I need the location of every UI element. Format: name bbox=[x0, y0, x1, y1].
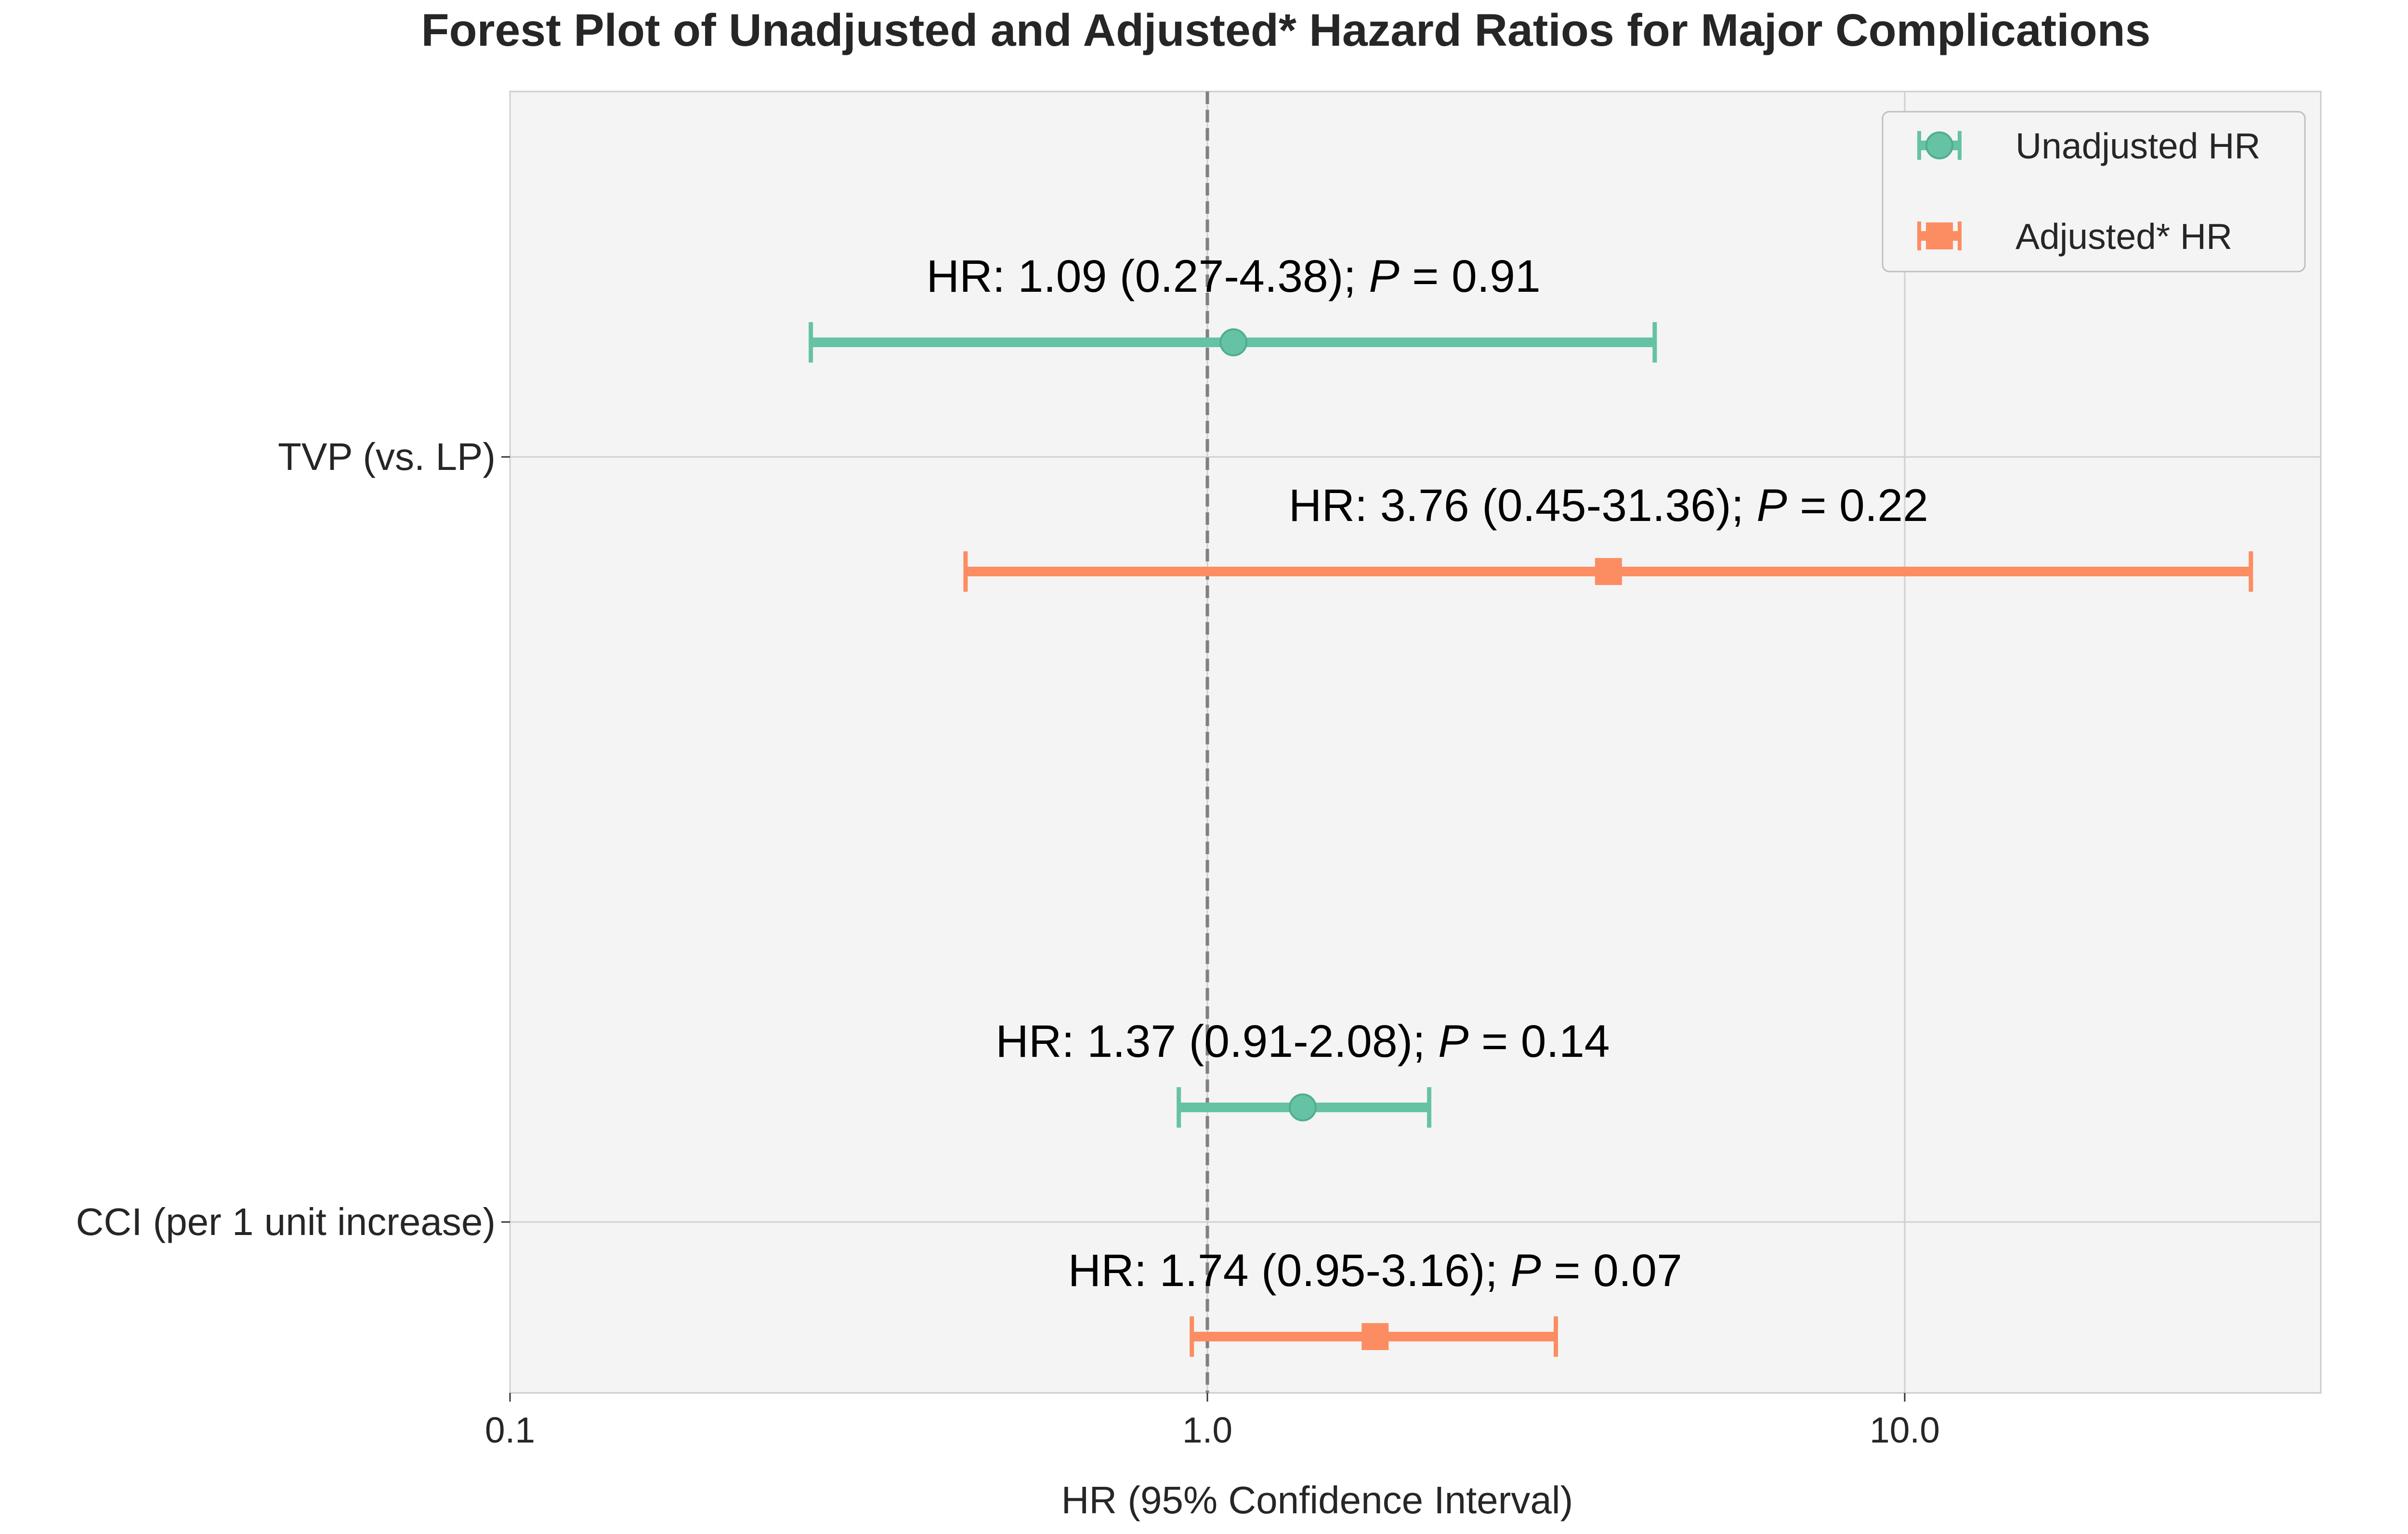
x-axis-label: HR (95% Confidence Interval) bbox=[1061, 1479, 1573, 1521]
hr-annotation-p: P bbox=[1369, 251, 1399, 302]
legend: Unadjusted HR Adjusted* HR bbox=[1882, 111, 2306, 273]
x-tick-label: 10.0 bbox=[1870, 1410, 1940, 1450]
hr-annotation: HR: 1.37 (0.91-2.08); P = 0.14 bbox=[995, 1016, 1610, 1067]
legend-marker bbox=[1926, 222, 1953, 249]
hr-annotation-p: P bbox=[1438, 1016, 1468, 1067]
hr-annotation-main: HR: 1.37 (0.91-2.08); bbox=[995, 1016, 1438, 1067]
plot-area bbox=[509, 91, 2322, 1394]
hr-annotation-value: = 0.07 bbox=[1541, 1245, 1682, 1296]
chart-title: Forest Plot of Unadjusted and Adjusted* … bbox=[421, 5, 2151, 56]
hr-annotation-p: P bbox=[1510, 1245, 1541, 1296]
hr-point bbox=[1595, 558, 1622, 585]
y-tick-label: CCI (per 1 unit increase) bbox=[76, 1200, 496, 1243]
hr-annotation: HR: 1.09 (0.27-4.38); P = 0.91 bbox=[927, 251, 1541, 302]
hr-annotation-main: HR: 1.74 (0.95-3.16); bbox=[1068, 1245, 1511, 1296]
hr-annotation: HR: 1.74 (0.95-3.16); P = 0.07 bbox=[1068, 1245, 1682, 1296]
hr-annotation-value: = 0.14 bbox=[1468, 1016, 1610, 1067]
legend-box bbox=[1882, 111, 2306, 273]
x-tick-label: 0.1 bbox=[485, 1410, 535, 1450]
hr-annotation-value: = 0.22 bbox=[1787, 480, 1928, 531]
hr-point bbox=[1361, 1323, 1389, 1350]
legend-label: Adjusted* HR bbox=[2015, 216, 2232, 257]
hr-annotation-main: HR: 3.76 (0.45-31.36); bbox=[1289, 480, 1757, 531]
legend-label: Unadjusted HR bbox=[2015, 126, 2261, 166]
hr-annotation-p: P bbox=[1756, 480, 1787, 531]
hr-annotation-value: = 0.91 bbox=[1400, 251, 1541, 302]
annotations: HR: 1.09 (0.27-4.38); P = 0.91 HR: 1.37 (… bbox=[927, 251, 1928, 1296]
y-tick-label: TVP (vs. LP) bbox=[278, 435, 496, 478]
hr-annotation-main: HR: 1.09 (0.27-4.38); bbox=[927, 251, 1369, 302]
axes: 0.1 1.0 10.0 TVP (vs. LP) CCI (per 1 unit in… bbox=[76, 435, 1940, 1450]
hr-annotation: HR: 3.76 (0.45-31.36); P = 0.22 bbox=[1289, 480, 1928, 531]
hr-point bbox=[1219, 328, 1248, 356]
x-tick-label: 1.0 bbox=[1182, 1410, 1232, 1450]
hr-point bbox=[1288, 1093, 1317, 1121]
data-marks bbox=[809, 322, 2253, 1357]
legend-marker bbox=[1925, 131, 1953, 159]
